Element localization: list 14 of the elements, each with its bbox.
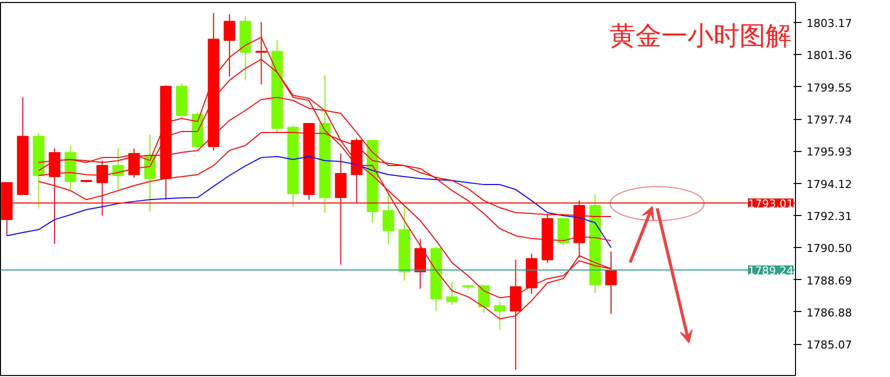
y-tick-label: 1790.50: [806, 242, 852, 256]
ref-line-label: 1793.01: [748, 198, 794, 211]
y-tick-label: 1785.07: [806, 338, 852, 352]
y-tick-label: 1803.17: [806, 17, 852, 30]
y-tick-label: 1795.93: [806, 146, 852, 159]
ref-line-label: 1789.24: [748, 264, 794, 278]
y-tick-label: 1788.69: [806, 274, 852, 288]
y-tick-label: 1786.88: [806, 306, 852, 320]
y-tick-label: 1794.12: [806, 178, 852, 191]
y-tick-label: 1797.74: [806, 114, 852, 127]
text: 黄金一小时图解: [609, 21, 792, 52]
y-tick-label: 1792.31: [806, 210, 852, 223]
y-tick-label: 1799.55: [806, 81, 852, 94]
y-tick-label: 1801.36: [806, 49, 852, 62]
